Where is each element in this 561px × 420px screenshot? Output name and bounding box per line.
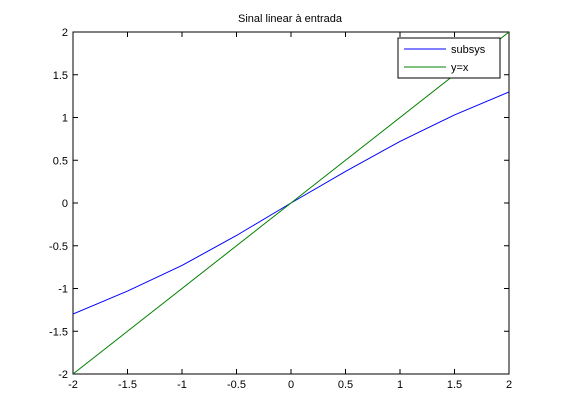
y-tick-label: 2 — [62, 27, 68, 39]
series-line-y-x — [73, 32, 509, 374]
legend-box — [397, 37, 501, 79]
x-tick-label: 1 — [397, 379, 403, 391]
y-tick-label: -1.5 — [49, 326, 68, 338]
y-tick-label: 1 — [62, 113, 68, 125]
x-tick-label: -2 — [68, 379, 78, 391]
y-tick-label: 0 — [62, 198, 68, 210]
y-tick-label: -1 — [58, 284, 68, 296]
x-tick-label: -0.5 — [227, 379, 246, 391]
x-tick-label: 0 — [288, 379, 294, 391]
legend-label: y=x — [451, 62, 469, 74]
x-tick-label: 1.5 — [447, 379, 462, 391]
x-tick-label: -1 — [177, 379, 187, 391]
series-lines — [73, 32, 509, 374]
chart-title: Sinal linear à entrada — [238, 13, 343, 25]
legend-label: subsys — [451, 44, 486, 56]
y-tick-label: 0.5 — [53, 155, 68, 167]
x-tick-label: -1.5 — [118, 379, 137, 391]
legend: subsys y=x — [397, 37, 501, 79]
y-tick-label: 1.5 — [53, 70, 68, 82]
axis-ticks — [72, 31, 510, 375]
x-tick-label: 0.5 — [338, 379, 353, 391]
y-tick-label: -0.5 — [49, 241, 68, 253]
y-tick-label: -2 — [58, 369, 68, 381]
axis-tick-labels: -2 -1.5 -1 -0.5 0 0.5 1 1.5 2 -2 -1.5 -1 -0.5 0 0.5 1 1.… — [49, 27, 512, 391]
x-tick-label: 2 — [506, 379, 512, 391]
